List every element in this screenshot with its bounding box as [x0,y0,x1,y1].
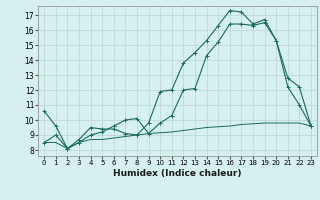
X-axis label: Humidex (Indice chaleur): Humidex (Indice chaleur) [113,169,242,178]
